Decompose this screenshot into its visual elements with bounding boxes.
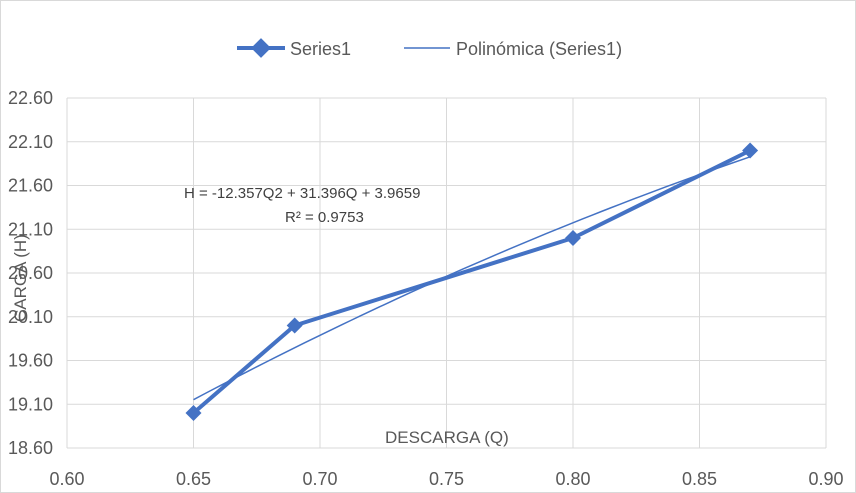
- series-group: [185, 142, 759, 421]
- legend-trendline-label: Polinómica (Series1): [456, 39, 622, 59]
- trendline-group: [193, 156, 751, 401]
- series1-line: [192, 148, 751, 415]
- y-tick-label: 20.10: [8, 307, 53, 327]
- x-axis-title: DESCARGA (Q): [385, 428, 509, 447]
- trendline-polynomial: [193, 156, 751, 401]
- data-point-marker: [565, 230, 581, 246]
- data-point-marker: [286, 317, 303, 334]
- y-axis-title: CARGA (H): [11, 234, 30, 322]
- y-tick-label: 19.10: [8, 394, 53, 414]
- x-tick-label: 0.60: [49, 469, 84, 489]
- data-point-marker: [185, 405, 202, 421]
- legend-series1-label: Series1: [290, 39, 351, 59]
- legend: Series1 Polinómica (Series1): [237, 38, 622, 59]
- y-tick-label: 22.10: [8, 132, 53, 152]
- data-point-marker: [742, 142, 759, 159]
- x-tick-label: 0.85: [682, 469, 717, 489]
- y-tick-label: 22.60: [8, 88, 53, 108]
- y-tick-label: 18.60: [8, 438, 53, 458]
- y-tick-label: 21.60: [8, 176, 53, 196]
- trendline-equation: H = -12.357Q2 + 31.396Q + 3.9659: [184, 185, 420, 202]
- y-tick-label: 21.10: [8, 219, 53, 239]
- x-tick-label: 0.75: [429, 469, 464, 489]
- y-tick-label: 19.60: [8, 351, 53, 371]
- x-tick-label: 0.70: [302, 469, 337, 489]
- y-tick-label: 20.60: [8, 263, 53, 283]
- x-tick-label: 0.90: [808, 469, 843, 489]
- trendline-r-squared: R² = 0.9753: [285, 209, 364, 226]
- x-tick-label: 0.65: [176, 469, 211, 489]
- gridlines: [66, 97, 827, 449]
- x-tick-label: 0.80: [555, 469, 590, 489]
- legend-series1-marker: [251, 38, 271, 58]
- tick-labels: 18.60 19.10 19.60 20.10 20.60 21.10 21.60 22.10…: [8, 88, 844, 489]
